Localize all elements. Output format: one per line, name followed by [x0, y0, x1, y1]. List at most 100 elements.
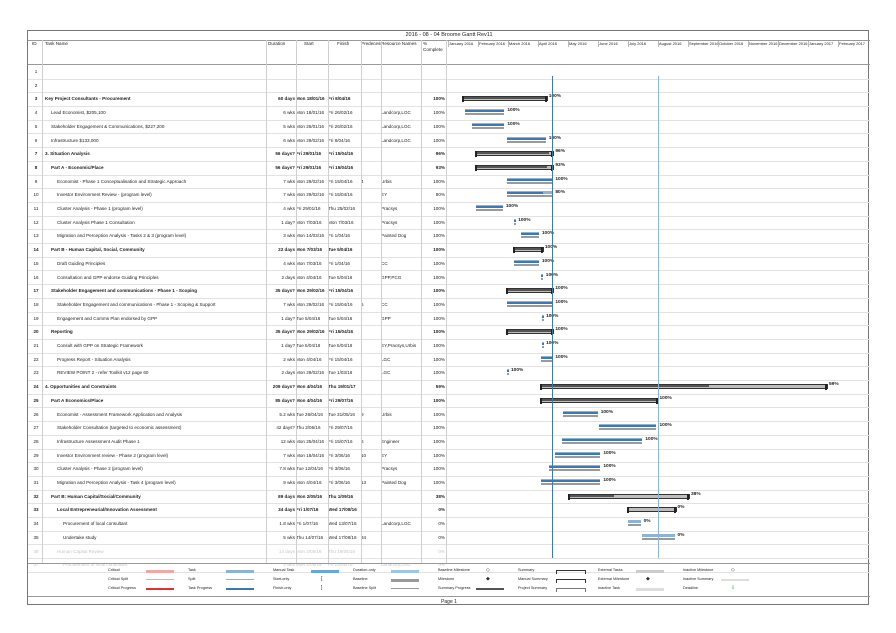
cell-pct: 0% — [421, 545, 445, 559]
col-id-header[interactable]: ID — [32, 41, 37, 47]
task-row[interactable]: 2 — [28, 79, 870, 94]
cell-finish: Fri 15/04/16 — [328, 161, 361, 175]
task-row[interactable]: 12 Cluster Analysis Phase 1 Consultation 1… — [28, 216, 870, 231]
task-row[interactable]: 9 Economist - Phase 1 Conceptualisation a… — [28, 175, 870, 190]
legend-baselinesplit-swatch — [391, 588, 419, 589]
task-row[interactable]: 21 Consult with GPP on Strategic Framewor… — [28, 339, 870, 354]
task-progress-bar — [541, 480, 600, 482]
cell-pct: 100% — [421, 408, 445, 422]
cell-start: Mon 29/02/16 — [296, 188, 329, 202]
cell-start: Mon 29/02/16 — [296, 175, 329, 189]
timescale-month-6: July 2016 — [628, 41, 658, 47]
legend-label: Critical — [108, 568, 120, 573]
task-row[interactable]: 16 Consultation and GPP endorse Guiding P… — [28, 271, 870, 286]
cell-start: Mon 7/03/16 — [296, 243, 329, 257]
timescale-month-11: December 2016 — [778, 41, 808, 47]
cell-res: Painted Dog — [381, 229, 421, 243]
timescale-month-0: January 2016 — [448, 41, 478, 47]
task-row[interactable]: 25 Part A Economics/Place 85 days? Mon 4/04… — [28, 394, 870, 409]
summary-cap — [687, 494, 689, 500]
task-row[interactable]: 8 Part A - Economic/Place 56 days? Fri 29/0… — [28, 161, 870, 176]
col-pct-header-2[interactable]: Complete — [423, 47, 443, 53]
task-row[interactable]: 1 — [28, 65, 870, 80]
task-bar[interactable] — [628, 520, 641, 523]
legend-label: Summary Progress — [438, 586, 471, 591]
task-row[interactable]: 17 Stakeholder Engagement and communicati… — [28, 284, 870, 299]
task-row[interactable]: 35 Undertake study 5 wks Thu 14/07/16 Wed 17… — [28, 531, 870, 546]
task-row[interactable]: 5 Stakeholder Engagement & Communications… — [28, 120, 870, 135]
task-row[interactable]: 29 Investor Environment review - Phase 2 … — [28, 449, 870, 464]
timescale-month-8: September 2016 — [688, 41, 718, 47]
task-row[interactable]: 15 Draft Guiding Principles 4 wks Mon 7/03/… — [28, 257, 870, 272]
col-task-name-header[interactable]: Task Name — [45, 41, 68, 47]
legend-label: Inactive Milestone — [683, 568, 713, 573]
column-separator — [446, 40, 447, 563]
legend-exttasks-swatch — [636, 570, 664, 573]
col-duration-header[interactable]: Duration — [268, 41, 285, 47]
task-row[interactable]: 31 Migration and Perception Analysis - Ta… — [28, 476, 870, 491]
task-row[interactable]: 34 Procurement of local consultant 1.8 wks… — [28, 517, 870, 532]
summary-bar[interactable] — [628, 507, 677, 512]
cell-duration: 7 wks — [268, 298, 295, 312]
col-resource-header[interactable]: Resource Names — [381, 41, 417, 47]
cell-name: Cluster Analysis - Phase 2 (program leve… — [45, 462, 277, 476]
col-predecessors-header[interactable]: Predecessors — [361, 41, 381, 47]
task-row[interactable]: 13 Migration and Perception Analysis - Ta… — [28, 229, 870, 244]
cell-name: Stakeholder Engagement and communication… — [45, 284, 271, 298]
cell-start: Mon 18/01/16 — [296, 92, 329, 106]
cell-pct: 59% — [421, 380, 445, 394]
summary-cap — [674, 507, 676, 513]
cell-pct: 100% — [421, 421, 445, 435]
task-row[interactable]: 27 Stakeholder Consultation (targeted to … — [28, 421, 870, 436]
task-row[interactable]: 7 3. Situation Analysis 56 days? Fri 29/01/… — [28, 147, 870, 162]
task-row[interactable]: 10 Investor Environment Review - (program… — [28, 188, 870, 203]
cell-res: Pracsys — [381, 462, 421, 476]
cell-start: Mon 7/03/16 — [296, 216, 329, 230]
task-row[interactable]: 11 Cluster Analysis - Phase 1 (program le… — [28, 202, 870, 217]
cell-res: Landcorp,LGC — [381, 106, 421, 120]
task-row[interactable]: 32 Part B: Human Capital/Social/Community… — [28, 490, 870, 505]
task-row[interactable]: 28 Infrastructure Assessment Audit Phase … — [28, 435, 870, 450]
timescale-month-10: November 2016 — [748, 41, 778, 47]
cell-name: Progress Report - Situation Analysis — [45, 353, 277, 367]
task-row[interactable]: 18 Stakeholder Engagement and communicati… — [28, 298, 870, 313]
cell-id: 35 — [30, 531, 42, 545]
cell-res: Pracsys — [381, 216, 421, 230]
cell-start: Thu 2/06/16 — [296, 421, 329, 435]
bar-percent-label: 100% — [507, 108, 519, 114]
task-row[interactable]: 14 Part B - Human Capital, Social, Commun… — [28, 243, 870, 258]
cell-finish: Fri 29/07/16 — [328, 394, 361, 408]
cell-name: Economist - Assessment Framework Applica… — [45, 408, 277, 422]
col-start-header[interactable]: Start — [304, 41, 314, 47]
baseline-bar — [507, 182, 553, 184]
cell-pct: 100% — [421, 298, 445, 312]
task-row[interactable]: 22 Progress Report - Situation Analysis 2 … — [28, 353, 870, 368]
baseline-bar — [541, 278, 543, 280]
task-row[interactable]: 36 Human Capital Review 14 days Mon 2/05/16… — [28, 545, 870, 560]
bar-percent-label: 0% — [678, 533, 685, 539]
bar-percent-label: 100% — [645, 437, 657, 443]
cell-pred: 9 — [361, 408, 381, 422]
task-row[interactable]: 23 REVIEW POINT 2 - refer Toolkit v12 pag… — [28, 366, 870, 381]
task-row[interactable]: 26 Economist - Assessment Framework Appli… — [28, 408, 870, 423]
task-row[interactable]: 20 Reporting 35 days? Mon 29/02/16 Fri 15/04… — [28, 325, 870, 340]
baseline-bar — [541, 483, 600, 485]
cell-start: Mon 7/03/16 — [296, 257, 329, 271]
task-row[interactable]: 4 Lead Economist, $205,100 6 wks Mon 18/01/… — [28, 106, 870, 121]
task-row[interactable]: 6 Infrastructure $133,000 6 wks Mon 29/02/1… — [28, 134, 870, 149]
bar-percent-label: 100% — [555, 355, 567, 361]
task-row[interactable]: 19 Engagement and Comms Plan endorsed by … — [28, 312, 870, 327]
baseline-bar — [514, 264, 539, 266]
task-row[interactable]: 3 Key Project Consultants - Procurement 60… — [28, 92, 870, 107]
cell-duration: 34 days — [268, 503, 295, 517]
cell-id: 14 — [30, 243, 42, 257]
cell-id: 7 — [30, 147, 42, 161]
task-row[interactable]: 33 Local Entrepreneurial/Innovation Asses… — [28, 503, 870, 518]
cell-pct: 100% — [421, 339, 445, 353]
col-finish-header[interactable]: Finish — [337, 41, 349, 47]
task-row[interactable]: 30 Cluster Analysis - Phase 2 (program le… — [28, 462, 870, 477]
bar-percent-label: 59% — [829, 382, 839, 388]
legend-label: Task — [188, 568, 196, 573]
bar-percent-label: 100% — [555, 286, 567, 292]
cell-start: Mon 29/02/16 — [296, 325, 329, 339]
